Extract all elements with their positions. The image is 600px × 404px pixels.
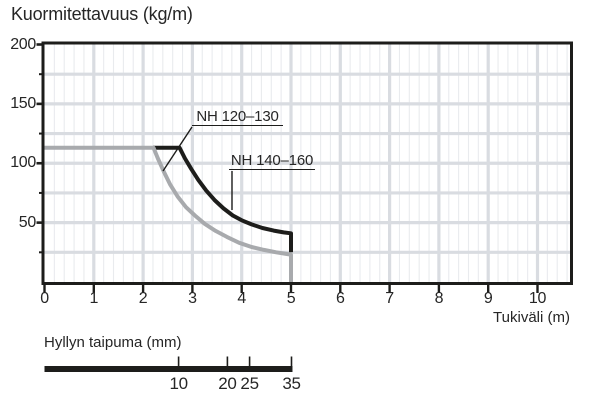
y-tick-label: 200 bbox=[10, 35, 36, 53]
y-tick-label: 50 bbox=[18, 213, 37, 231]
deflection-tick-label: 25 bbox=[240, 374, 259, 393]
deflection-tick-label: 10 bbox=[169, 374, 188, 393]
x-tick-label: 6 bbox=[335, 290, 345, 307]
x-tick-label: 2 bbox=[138, 290, 148, 307]
nh120-leader bbox=[162, 126, 193, 172]
series-label-nh-120-130: NH 120–130 bbox=[192, 108, 283, 126]
deflection-bar bbox=[44, 366, 293, 372]
x-axis-title: Tukiväli (m) bbox=[493, 309, 570, 326]
chart-title: Kuormitettavuus (kg/m) bbox=[11, 4, 193, 24]
x-tick-label: 7 bbox=[385, 290, 394, 307]
x-tick-label: 0 bbox=[40, 290, 49, 307]
x-tick-label: 3 bbox=[188, 290, 197, 307]
x-tick-label: 9 bbox=[483, 290, 493, 307]
x-tick-label: 10 bbox=[528, 290, 547, 307]
curve-nh-120-130 bbox=[44, 145, 293, 282]
deflection-tick-label: 20 bbox=[218, 374, 237, 393]
series-label-nh-140-160: NH 140–160 bbox=[229, 152, 315, 170]
deflection-tick-label: 35 bbox=[282, 374, 301, 393]
x-tick-label: 1 bbox=[89, 290, 99, 307]
y-tick-label: 100 bbox=[10, 154, 36, 172]
deflection-axis-title: Hyllyn taipuma (mm) bbox=[44, 334, 182, 351]
y-tick-label: 150 bbox=[10, 94, 36, 112]
x-tick-label: 8 bbox=[434, 290, 444, 307]
curve-nh-140-160 bbox=[153, 145, 293, 253]
x-tick-label: 5 bbox=[286, 290, 296, 307]
x-tick-label: 4 bbox=[237, 290, 246, 307]
